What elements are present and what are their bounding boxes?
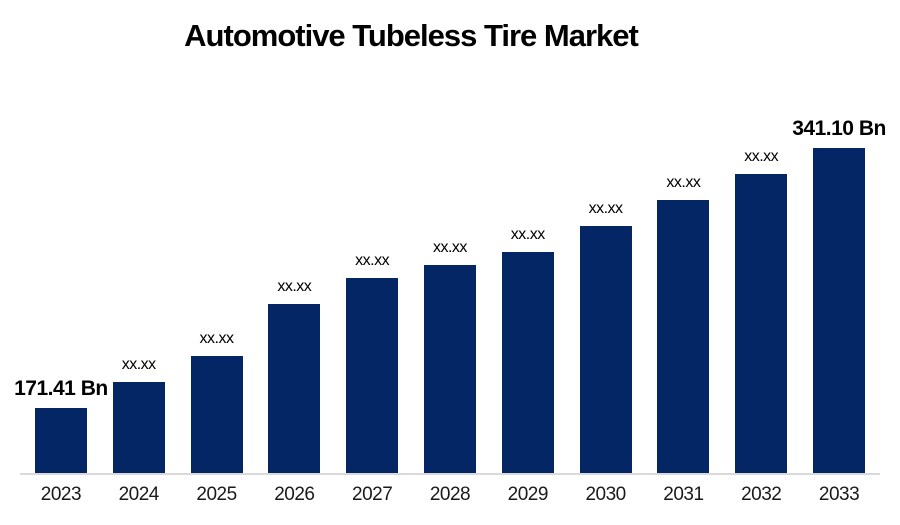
x-axis-label-2026: 2026: [274, 484, 315, 505]
value-label-2030: xx.xx: [588, 200, 623, 217]
x-axis-label-2031: 2031: [663, 484, 704, 505]
x-axis-labels: 2023 2024 2025 2026 2027 2028 2029 2030 2031 2032…: [22, 484, 878, 506]
value-label-2027: xx.xx: [355, 252, 390, 269]
value-label-2026: xx.xx: [277, 278, 312, 295]
value-label-2024: xx.xx: [121, 356, 156, 373]
x-axis-label-2032: 2032: [741, 484, 782, 505]
value-label-2033: 341.10 Bn: [792, 117, 886, 140]
bar-2028: [423, 265, 476, 473]
x-axis-label-2033: 2033: [818, 484, 860, 505]
bar-column-2032: xx.xx: [722, 0, 800, 473]
x-axis-label-2027: 2027: [352, 484, 393, 505]
bar-column-2030: xx.xx: [567, 0, 645, 473]
value-label-2023: 171.41 Bn: [14, 377, 108, 400]
value-label-2029: xx.xx: [510, 226, 545, 243]
bar-column-2029: xx.xx: [489, 0, 567, 473]
value-label-2025: xx.xx: [199, 330, 234, 347]
chart-title: Automotive Tubeless Tire Market: [184, 18, 639, 53]
x-axis-label-2024: 2024: [118, 484, 160, 505]
bar-column-2028: xx.xx: [411, 0, 489, 473]
bar-2033: [813, 148, 866, 473]
x-axis-label-2030: 2030: [585, 484, 626, 505]
bar-2027: [346, 278, 399, 473]
value-label-2028: xx.xx: [432, 239, 467, 256]
bar-column-2025: xx.xx: [178, 0, 256, 473]
bar-2029: [501, 252, 554, 473]
x-axis-label-2028: 2028: [429, 484, 471, 505]
bar-2030: [579, 226, 632, 473]
bar-2031: [657, 200, 710, 473]
bar-column-2023: 171.41 Bn: [14, 0, 108, 473]
bar-2024: [112, 382, 165, 473]
bar-2032: [735, 174, 788, 473]
value-label-2032: xx.xx: [744, 148, 779, 165]
bar-column-2026: xx.xx: [255, 0, 333, 473]
x-axis-line: [20, 473, 880, 475]
bar-2025: [190, 356, 243, 473]
bar-column-2027: xx.xx: [333, 0, 411, 473]
x-axis-label-2029: 2029: [507, 484, 549, 505]
x-axis-label-2025: 2025: [196, 484, 237, 505]
bar-2026: [268, 304, 321, 473]
bar-column-2031: xx.xx: [645, 0, 723, 473]
x-axis-label-2023: 2023: [40, 484, 82, 505]
chart-title-wrap: Automotive Tubeless Tire Market: [0, 18, 822, 54]
value-label-2031: xx.xx: [666, 174, 701, 191]
bars-area: 171.41 Bn xx.xx xx.xx xx.xx xx.xx xx.xx xx.xx x…: [14, 0, 886, 473]
bar-2023: [34, 408, 87, 473]
bar-column-2033: 341.10 Bn: [792, 0, 886, 473]
bar-column-2024: xx.xx: [100, 0, 178, 473]
